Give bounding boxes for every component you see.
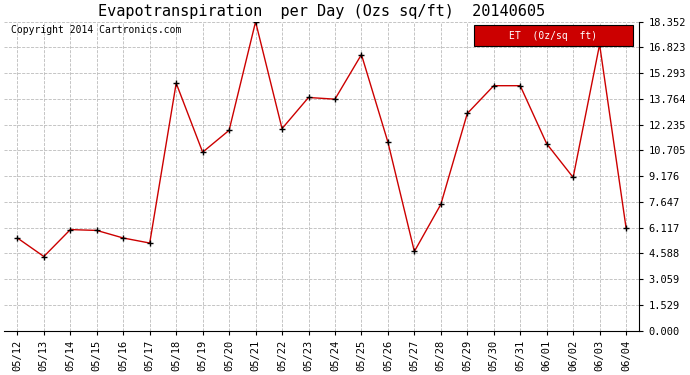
Text: ET  (0z/sq  ft): ET (0z/sq ft) (509, 31, 598, 40)
FancyBboxPatch shape (474, 25, 633, 46)
Text: Copyright 2014 Cartronics.com: Copyright 2014 Cartronics.com (10, 25, 181, 35)
Title: Evapotranspiration  per Day (Ozs sq/ft)  20140605: Evapotranspiration per Day (Ozs sq/ft) 2… (98, 4, 545, 19)
